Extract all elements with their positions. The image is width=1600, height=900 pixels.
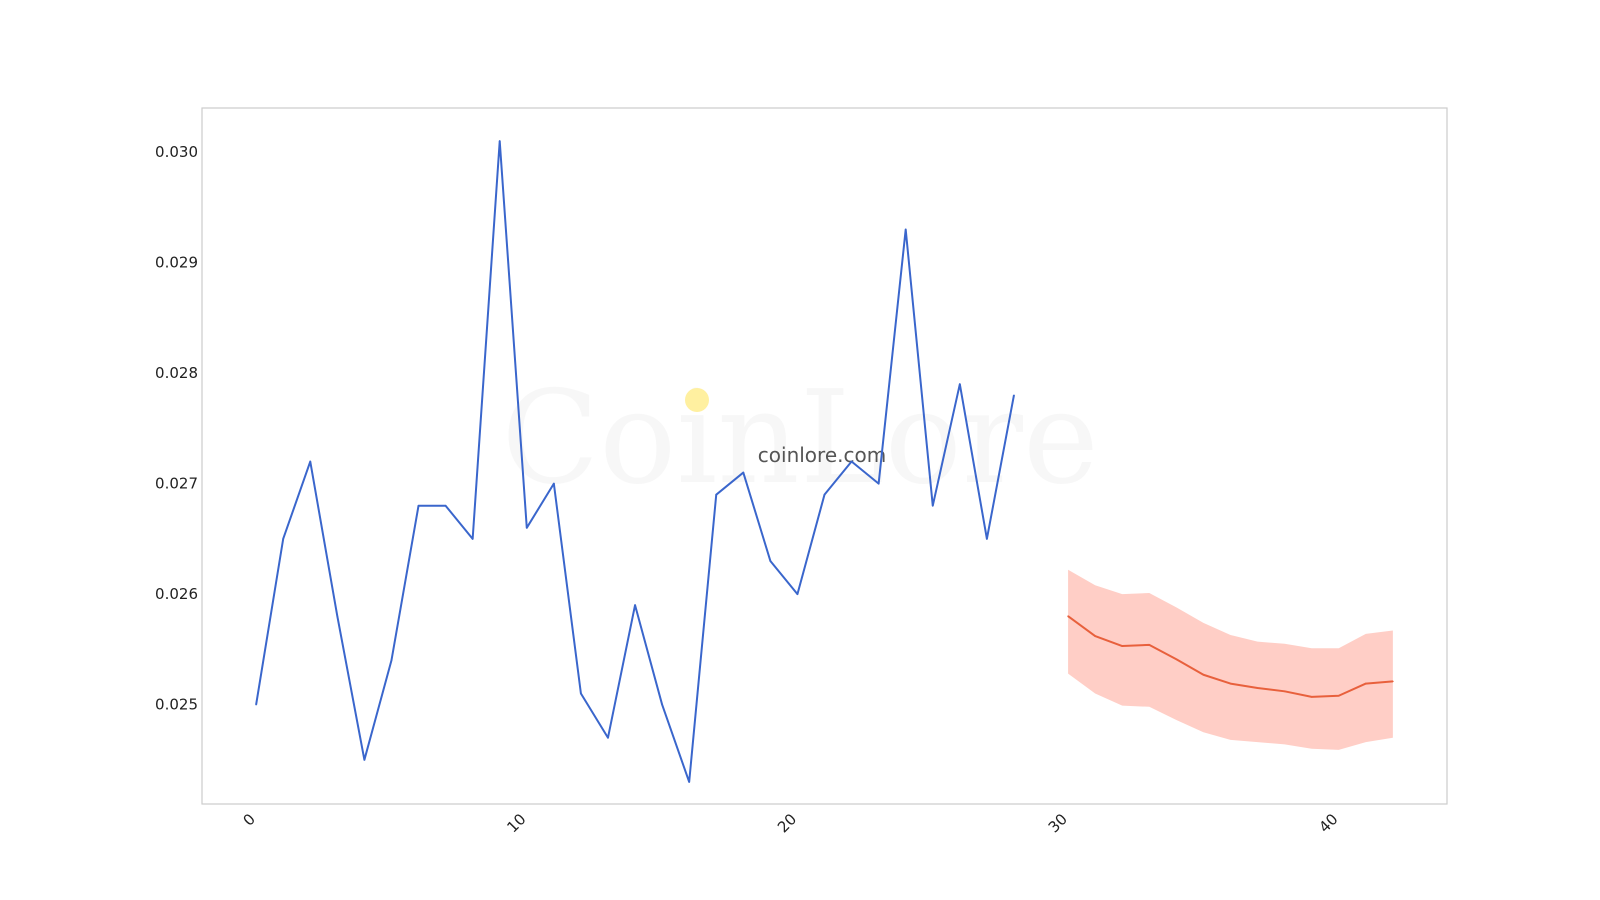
series-0-point xyxy=(390,659,393,662)
series-0-point xyxy=(607,736,609,739)
series-0-point xyxy=(634,604,636,606)
series-0-point xyxy=(877,482,880,485)
x-tick-label: 10 xyxy=(503,810,529,836)
series-1-point xyxy=(1392,680,1394,683)
series-1-point xyxy=(1148,644,1151,646)
series-0-point xyxy=(336,615,339,617)
series-0-point xyxy=(959,383,961,385)
x-tick-label: 30 xyxy=(1045,810,1071,836)
series-0-point xyxy=(580,692,582,695)
series-0-point xyxy=(742,471,745,474)
series-0-point xyxy=(688,781,690,783)
series-1-point xyxy=(1283,690,1286,693)
series-0-point xyxy=(715,493,718,496)
x-tick-label: 0 xyxy=(239,810,258,829)
series-1-point xyxy=(1365,682,1367,685)
series-0-point xyxy=(525,527,528,529)
series-0-point xyxy=(1013,394,1015,397)
series-0-point xyxy=(796,593,799,595)
series-1-point xyxy=(1337,694,1340,697)
series-1-point xyxy=(1310,696,1313,698)
series-0-point xyxy=(255,703,257,706)
series-0-point xyxy=(471,538,474,540)
y-tick-label: 0.028 xyxy=(155,364,198,382)
series-0-point xyxy=(444,504,447,507)
series-0-point xyxy=(661,703,663,706)
watermark-site-text: coinlore.com xyxy=(758,443,886,467)
series-1-point xyxy=(1175,658,1178,661)
series-0-point xyxy=(309,460,312,463)
watermark-logo-text: CoinLore xyxy=(501,364,1098,513)
series-1-confidence-band xyxy=(1068,569,1393,750)
coinlore-watermark: CoinLore coinlore.com xyxy=(501,364,1098,513)
x-tick-label: 20 xyxy=(774,810,800,836)
series-0-point xyxy=(986,538,988,540)
x-axis-ticks: 0 10 20 30 40 xyxy=(239,810,1341,836)
y-tick-label: 0.025 xyxy=(155,696,198,714)
series-1-point xyxy=(1256,687,1259,689)
series-0-point xyxy=(850,460,853,463)
series-1-point xyxy=(1229,682,1232,685)
x-tick-label: 40 xyxy=(1315,810,1341,836)
series-1-point xyxy=(1202,673,1205,676)
series-0-point xyxy=(823,493,826,496)
y-tick-label: 0.027 xyxy=(155,475,198,493)
series-0-point xyxy=(904,228,907,231)
series-0-point xyxy=(282,538,284,540)
series-0-point xyxy=(417,504,420,507)
series-1-point xyxy=(1067,615,1069,617)
y-tick-label: 0.026 xyxy=(155,585,198,603)
series-line-layer xyxy=(255,140,1394,783)
y-tick-label: 0.030 xyxy=(155,143,198,161)
watermark-dot-icon xyxy=(685,388,709,412)
series-0-point xyxy=(363,759,366,761)
plot-frame xyxy=(201,107,1448,805)
y-axis-ticks: 0.025 0.026 0.027 0.028 0.029 0.030 xyxy=(155,143,198,713)
series-0-point xyxy=(931,504,934,507)
series-1-point xyxy=(1121,645,1124,647)
series-1-point xyxy=(1094,635,1096,637)
y-tick-label: 0.029 xyxy=(155,254,198,272)
series-0-point xyxy=(769,560,772,562)
series-0-point xyxy=(498,140,501,142)
confidence-band-layer xyxy=(1068,569,1393,750)
series-0-point xyxy=(553,482,555,485)
